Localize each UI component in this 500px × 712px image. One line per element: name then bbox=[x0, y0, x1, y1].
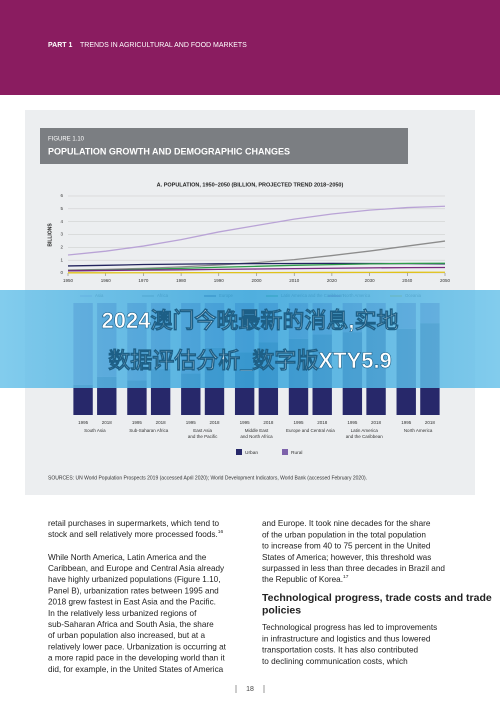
footnote-ref: 17 bbox=[343, 574, 349, 580]
legend-label: Urban bbox=[245, 450, 258, 456]
x-tick-label: 1995 bbox=[132, 420, 143, 425]
x-tick-label: 2010 bbox=[289, 278, 300, 283]
group-label: Middle East bbox=[245, 428, 269, 433]
group-label: South Asia bbox=[84, 428, 106, 433]
x-tick-label: 1990 bbox=[214, 278, 225, 283]
header-title: TRENDS IN AGRICULTURAL AND FOOD MARKETS bbox=[80, 42, 247, 49]
body-line: While North America, Latin America and t… bbox=[48, 553, 207, 562]
x-tick-label: 2018 bbox=[209, 420, 220, 425]
section-heading: policies bbox=[262, 604, 301, 616]
group-label: and the Caribbean bbox=[346, 434, 384, 439]
legend-swatch bbox=[282, 449, 288, 455]
body-line: Technological progress has led to improv… bbox=[262, 623, 437, 632]
x-tick-label: 1995 bbox=[240, 420, 251, 425]
body-line: in infrastructure and logistics and thus… bbox=[262, 634, 431, 643]
body-text: the Republic of Korea. bbox=[262, 575, 343, 584]
chart-title: A. POPULATION, 1950–2050 (BILLION, PROJE… bbox=[157, 182, 344, 188]
body-line: to increase from 40 to 75 percent in the… bbox=[262, 542, 431, 551]
y-tick-label: 0 bbox=[60, 270, 63, 275]
x-tick-label: 2018 bbox=[263, 420, 274, 425]
footnote-ref: 16 bbox=[218, 529, 224, 535]
x-tick-label: 1960 bbox=[101, 278, 112, 283]
group-label: North America bbox=[404, 428, 433, 433]
body-line: Caribbean, and Europe and Central Asia a… bbox=[48, 564, 225, 573]
y-tick-label: 1 bbox=[60, 257, 63, 262]
overlay-text: 数据评估分析_数字版XTY5.9 bbox=[108, 348, 392, 373]
body-line: transportation costs. It has also contri… bbox=[262, 646, 419, 655]
overlay-band bbox=[0, 290, 500, 388]
x-tick-label: 2030 bbox=[365, 278, 376, 283]
x-tick-label: 2018 bbox=[425, 420, 436, 425]
body-line: Panel B), urbanization rates between 199… bbox=[48, 586, 219, 595]
x-tick-label: 1970 bbox=[138, 278, 149, 283]
body-line: States of America; however, this thresho… bbox=[262, 553, 431, 562]
body-text: stock and sell relatively more processed… bbox=[48, 530, 218, 539]
group-label: and the Pacific bbox=[188, 434, 218, 439]
group-label: Latin America bbox=[351, 428, 379, 433]
body-line: In the relatively less urbanized regions… bbox=[48, 609, 197, 618]
section-heading: Technological progress, trade costs and … bbox=[262, 592, 492, 604]
y-axis-label: BILLIONS bbox=[47, 223, 53, 247]
group-label: Sub-Saharan Africa bbox=[129, 428, 169, 433]
figure-label: FIGURE 1.10 bbox=[48, 137, 85, 143]
x-tick-label: 1995 bbox=[186, 420, 197, 425]
y-tick-label: 4 bbox=[60, 219, 63, 224]
header-band bbox=[0, 0, 500, 95]
group-label: East Asia bbox=[193, 428, 212, 433]
part-label: PART 1 bbox=[48, 42, 72, 49]
y-tick-label: 6 bbox=[60, 193, 63, 198]
body-line: 2018 grew fastest in East Asia and the P… bbox=[48, 598, 216, 607]
x-tick-label: 1995 bbox=[294, 420, 305, 425]
body-line: of urban population also increased, but … bbox=[48, 631, 205, 640]
series-line bbox=[67, 266, 446, 272]
body-line: to declining communication costs, which bbox=[262, 657, 408, 666]
x-tick-label: 2020 bbox=[327, 278, 338, 283]
body-line: relatively lower pace. Urbanization is o… bbox=[48, 642, 227, 651]
figure-header bbox=[40, 128, 408, 164]
legend-label: Rural bbox=[291, 450, 302, 456]
x-tick-label: 1995 bbox=[347, 420, 358, 425]
body-line: surpassed in less than three decades in … bbox=[262, 564, 445, 573]
x-tick-label: 2018 bbox=[156, 420, 167, 425]
x-tick-label: 2018 bbox=[102, 420, 113, 425]
page-number: 18 bbox=[246, 686, 254, 693]
body-line: stock and sell relatively more processed… bbox=[48, 529, 223, 539]
body-line: the Republic of Korea.17 bbox=[262, 574, 349, 584]
overlay-text: 2024澳门今晚最新的消息,实地 bbox=[101, 308, 398, 333]
x-tick-label: 1950 bbox=[63, 278, 74, 283]
x-tick-label: 2018 bbox=[317, 420, 328, 425]
x-tick-label: 2040 bbox=[402, 278, 413, 283]
bar bbox=[73, 384, 93, 415]
x-tick-label: 2000 bbox=[251, 278, 262, 283]
x-tick-label: 2050 bbox=[440, 278, 451, 283]
series-line bbox=[67, 271, 446, 274]
figure-title: POPULATION GROWTH AND DEMOGRAPHIC CHANGE… bbox=[48, 146, 290, 156]
y-tick-label: 5 bbox=[60, 206, 63, 211]
bar bbox=[127, 380, 147, 415]
source: SOURCES: UN World Population Prospects 2… bbox=[48, 475, 367, 481]
x-tick-label: 2018 bbox=[371, 420, 382, 425]
x-tick-label: 1995 bbox=[401, 420, 412, 425]
body-line: did, for example, in the United States o… bbox=[48, 665, 224, 674]
x-tick-label: 1995 bbox=[78, 420, 89, 425]
body-line: sub-Saharan Africa and South Asia, the s… bbox=[48, 620, 214, 629]
x-tick-label: 1980 bbox=[176, 278, 187, 283]
body-line: retail purchases in supermarkets, which … bbox=[48, 519, 220, 528]
body-line: and Europe. It took nine decades for the… bbox=[262, 519, 431, 528]
group-label: Europe and Central Asia bbox=[286, 428, 335, 433]
series-line bbox=[67, 205, 446, 256]
y-tick-label: 2 bbox=[60, 245, 63, 250]
legend-swatch bbox=[236, 449, 242, 455]
y-tick-label: 3 bbox=[60, 232, 63, 237]
body-line: have highly urbanized populations (Figur… bbox=[48, 575, 221, 584]
body-line: of the urban population in the total pop… bbox=[262, 530, 426, 539]
body-line: a more rapid pace in the developing worl… bbox=[48, 654, 225, 663]
series-line bbox=[67, 240, 446, 271]
group-label: and North Africa bbox=[240, 434, 273, 439]
